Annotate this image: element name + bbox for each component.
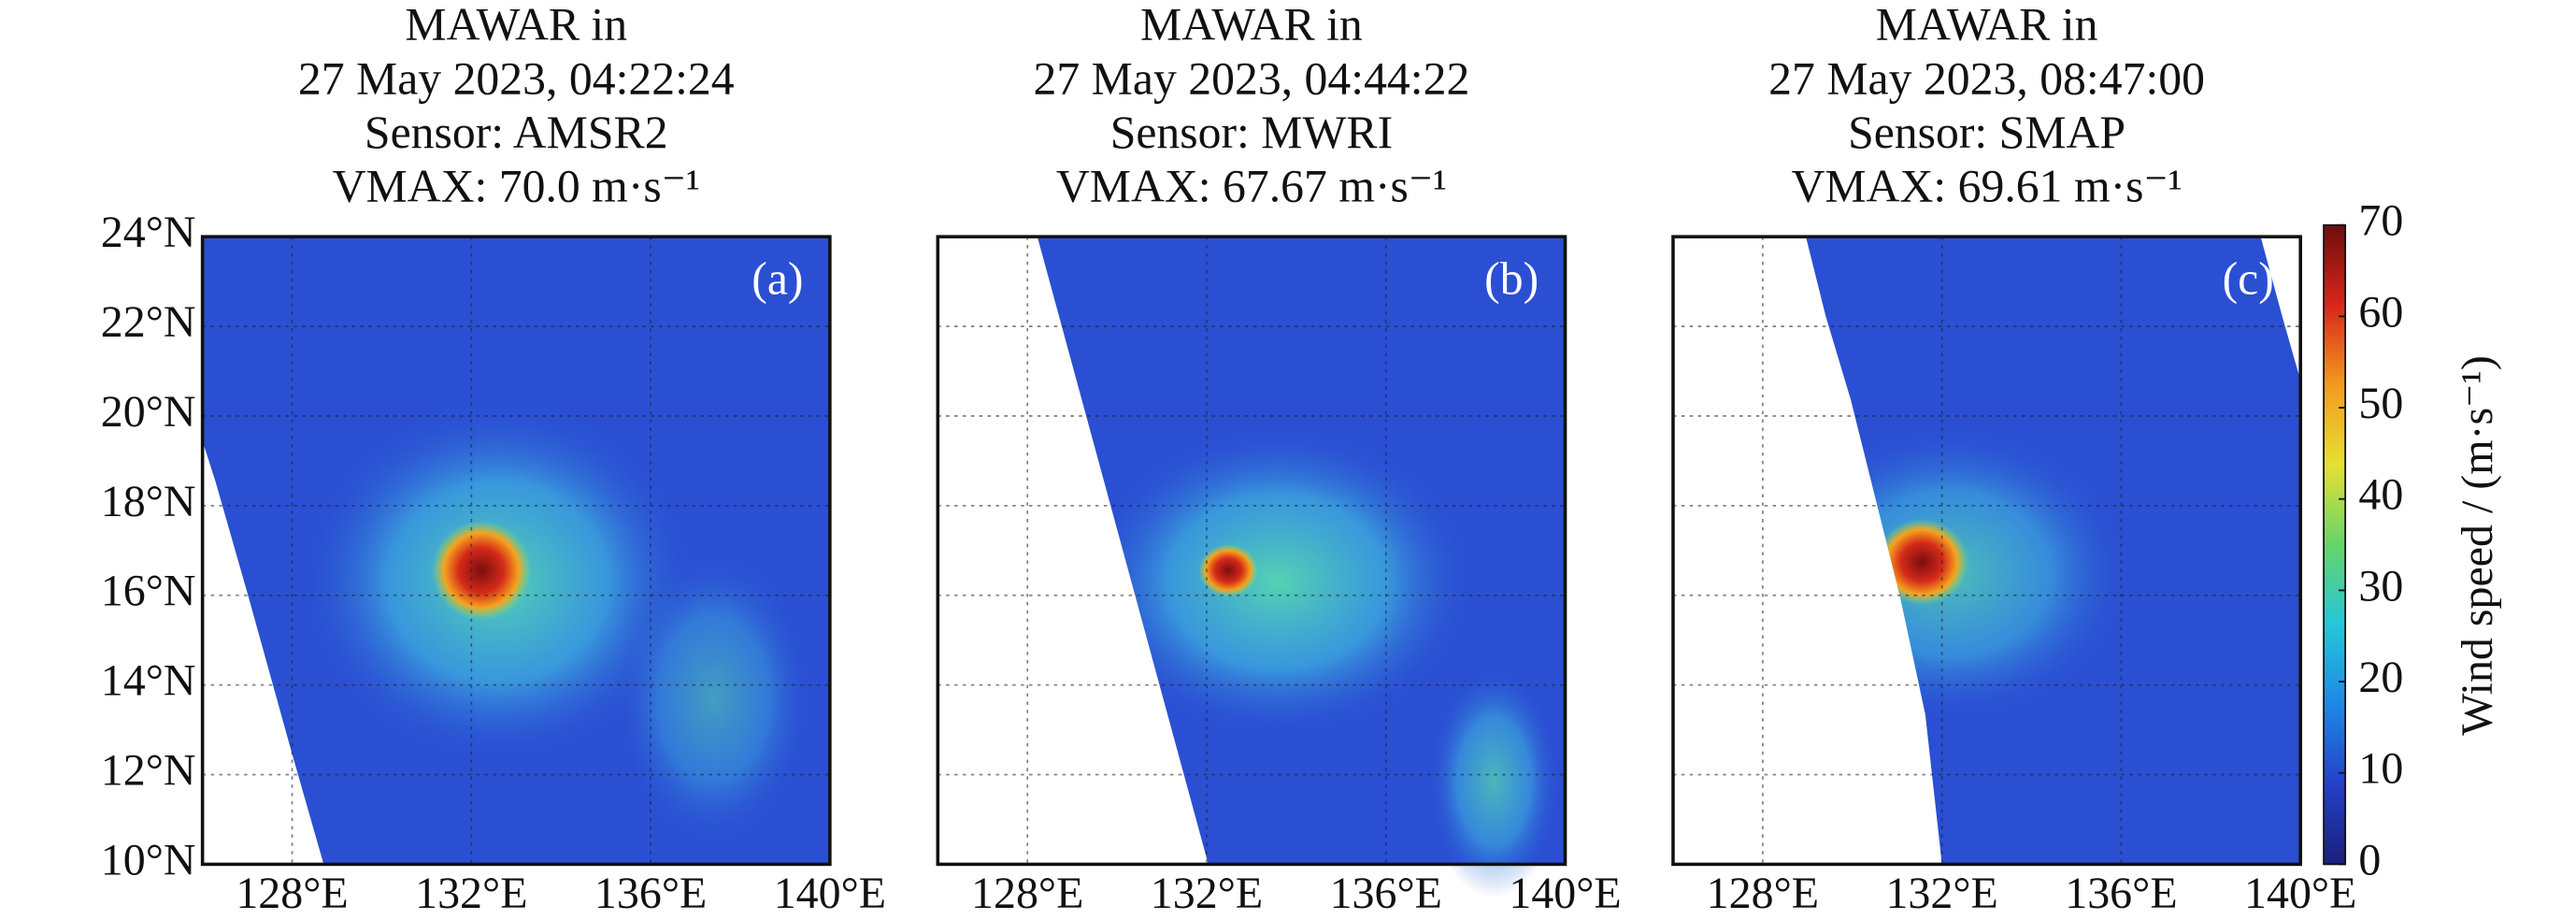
panel-label: (a) bbox=[751, 252, 803, 304]
panel-label: (b) bbox=[1484, 252, 1538, 304]
colorbar-tick-label: 40 bbox=[2358, 470, 2403, 520]
no-data bbox=[1672, 237, 1942, 865]
colorbar bbox=[2323, 223, 2347, 866]
panel-frame bbox=[1671, 235, 2302, 867]
wind-field bbox=[614, 549, 814, 848]
panel-frame bbox=[200, 235, 832, 867]
y-tick-label: 24°N bbox=[101, 208, 196, 257]
y-tick-label: 16°N bbox=[101, 567, 196, 616]
colorbar-tick-label: 0 bbox=[2358, 835, 2381, 884]
wind-core bbox=[1875, 519, 1969, 606]
no-data bbox=[202, 440, 324, 865]
x-tick-label: 128°E bbox=[1707, 869, 1819, 918]
y-tick-label: 18°N bbox=[101, 477, 196, 526]
x-tick-label: 128°E bbox=[971, 869, 1083, 918]
x-tick-label: 136°E bbox=[1330, 869, 1442, 918]
x-tick-label: 136°E bbox=[594, 869, 707, 918]
y-tick-label: 14°N bbox=[101, 656, 196, 706]
y-tick-label: 12°N bbox=[101, 746, 196, 796]
no-data bbox=[937, 237, 1209, 865]
x-tick-label: 140°E bbox=[1509, 869, 1621, 918]
x-tick-label: 132°E bbox=[1151, 869, 1263, 918]
panel-frame bbox=[936, 235, 1567, 867]
panel-title: MAWAR in bbox=[1876, 0, 2098, 50]
x-tick-label: 128°E bbox=[236, 869, 348, 918]
x-tick-label: 140°E bbox=[774, 869, 886, 918]
panel-label: (c) bbox=[2223, 252, 2274, 304]
panel-title: 27 May 2023, 04:44:22 bbox=[1034, 52, 1470, 104]
panel-title: Sensor: MWRI bbox=[1110, 107, 1393, 158]
x-tick-label: 132°E bbox=[415, 869, 527, 918]
panel-title: MAWAR in bbox=[405, 0, 627, 50]
colorbar-tick-label: 60 bbox=[2358, 287, 2403, 337]
x-tick-label: 136°E bbox=[2065, 869, 2177, 918]
wind-field bbox=[1079, 424, 1478, 740]
colorbar-tick-label: 30 bbox=[2358, 561, 2403, 611]
panel-title: 27 May 2023, 08:47:00 bbox=[1768, 52, 2205, 104]
panel-title: 27 May 2023, 04:22:24 bbox=[298, 52, 735, 104]
panel-title: Sensor: AMSR2 bbox=[365, 107, 668, 158]
wind-core bbox=[431, 520, 532, 621]
panel-title: MAWAR in bbox=[1140, 0, 1363, 50]
y-tick-label: 22°N bbox=[101, 297, 196, 347]
y-tick-label: 10°N bbox=[101, 835, 196, 884]
colorbar-tick-label: 50 bbox=[2358, 379, 2403, 428]
no-data bbox=[2260, 237, 2299, 375]
colorbar-tick-label: 20 bbox=[2358, 653, 2403, 702]
wind-field bbox=[1427, 665, 1561, 898]
panel-title: VMAX: 69.61 m·s⁻¹ bbox=[1791, 161, 2182, 212]
colorbar-label: Wind speed / (m·s⁻¹) bbox=[2453, 355, 2502, 736]
x-tick-label: 132°E bbox=[1885, 869, 1997, 918]
x-tick-label: 140°E bbox=[2244, 869, 2356, 918]
panel-title: VMAX: 70.0 m·s⁻¹ bbox=[333, 161, 700, 212]
panel-title: Sensor: SMAP bbox=[1848, 107, 2125, 158]
panel-title: VMAX: 67.67 m·s⁻¹ bbox=[1056, 161, 1447, 212]
y-tick-label: 20°N bbox=[101, 387, 196, 437]
colorbar-tick-label: 70 bbox=[2358, 196, 2403, 246]
wind-core bbox=[1198, 543, 1259, 597]
colorbar-tick-label: 10 bbox=[2358, 744, 2403, 794]
